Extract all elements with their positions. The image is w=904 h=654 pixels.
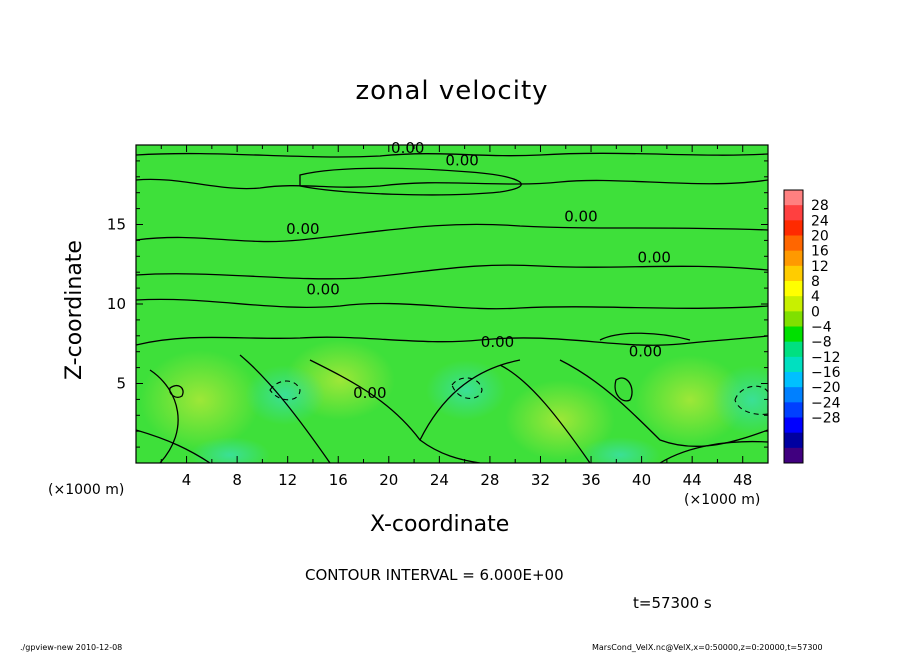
contour-label: 0.00 — [481, 333, 514, 351]
y-axis: 5 10 15 — [107, 160, 768, 448]
colorbar-segment — [784, 341, 803, 358]
colorbar-tick-label: 28 — [811, 198, 829, 214]
y-tick-label: 10 — [107, 295, 126, 313]
colorbar-tick-label: −12 — [811, 350, 841, 366]
colorbar-segment — [784, 372, 803, 388]
x-tick-label: 8 — [232, 471, 242, 489]
colorbar-segment — [784, 356, 803, 373]
x-tick-label: 4 — [182, 471, 192, 489]
y-tick-label: 15 — [107, 216, 126, 234]
colorbar-tick-label: −16 — [811, 365, 841, 381]
contour-label: 0.00 — [306, 280, 339, 298]
colorbar-segment — [784, 402, 803, 418]
colorbar-segment — [784, 296, 803, 312]
zero-contours — [136, 152, 768, 463]
colorbar-tick-label: −8 — [811, 335, 832, 351]
colorbar-tick-label: −24 — [811, 395, 841, 411]
colorbar-segment — [784, 220, 803, 236]
colorbar-tick-label: 20 — [811, 229, 829, 245]
y-axis-label: Z-coordinate — [62, 240, 87, 380]
x-tick-label: 40 — [632, 471, 651, 489]
colorbar-segment — [784, 205, 803, 221]
contour-label: 0.00 — [286, 220, 319, 238]
colorbar-segment — [784, 190, 803, 206]
x-tick-label: 12 — [278, 471, 297, 489]
contour-label: 0.00 — [638, 249, 671, 267]
x-tick-label: 28 — [480, 471, 499, 489]
colorbar-tick-label: 0 — [811, 304, 820, 320]
colorbar-segment — [784, 235, 803, 252]
colorbar-segment — [784, 326, 803, 343]
x-axis-label: X-coordinate — [370, 512, 510, 537]
negative-region — [190, 437, 270, 463]
x-tick-label: 44 — [683, 471, 702, 489]
time-label: t=57300 s — [633, 594, 712, 612]
negative-contours — [269, 377, 768, 415]
colorbar-segment — [784, 447, 803, 464]
colorbar-tick-label: 24 — [811, 213, 829, 229]
x-axis: 4 8 12 16 20 24 28 32 36 40 44 48 — [160, 145, 752, 489]
colorbar-tick-label: −20 — [811, 380, 841, 396]
colorbar-tick-label: −4 — [811, 320, 832, 336]
colorbar-segment — [784, 311, 803, 327]
positive-region — [505, 380, 615, 460]
negative-region — [426, 360, 506, 420]
negative-region — [712, 365, 768, 435]
x-unit-label-right: (×1000 m) — [684, 492, 761, 508]
chart-title: zonal velocity — [355, 76, 549, 106]
contour-label: 0.00 — [629, 342, 662, 360]
x-tick-label: 24 — [430, 471, 449, 489]
x-tick-label: 32 — [531, 471, 550, 489]
positive-region — [140, 350, 260, 450]
colorbar-segment — [784, 387, 803, 403]
colorbar-segment — [784, 432, 803, 449]
footer-source-info: MarsCond_VelX.nc@VelX,x=0:50000,z=0:2000… — [592, 643, 823, 652]
colorbar-segment — [784, 265, 803, 282]
negative-region — [580, 437, 660, 463]
footer-program-date: ./gpview-new 2010-12-08 — [20, 643, 123, 652]
colorbar-tick-label: 4 — [811, 289, 820, 305]
colorbar-segment — [784, 281, 803, 297]
negative-region — [245, 365, 325, 425]
y-tick-label: 5 — [116, 375, 126, 393]
x-tick-label: 36 — [581, 471, 600, 489]
positive-region — [635, 355, 745, 445]
plot-area — [136, 145, 768, 463]
colorbar-frame — [783, 189, 804, 464]
colorbar-tick-label: 16 — [811, 244, 829, 260]
contour-interval-label: CONTOUR INTERVAL = 6.000E+00 — [305, 566, 564, 584]
colorbar-tick-label: 12 — [811, 259, 829, 275]
colorbar-tick-label: −28 — [811, 411, 841, 427]
contour-label: 0.00 — [391, 139, 424, 157]
colorbar-segment — [784, 417, 803, 434]
contour-labels: 0.00 0.00 0.00 0.00 0.00 0.00 0.00 0.00 0.00 — [286, 139, 671, 402]
x-tick-label: 16 — [329, 471, 348, 489]
x-unit-label-left: (×1000 m) — [48, 482, 125, 498]
colorbar-tick-label: 8 — [811, 274, 820, 290]
colorbar-segment — [784, 250, 803, 267]
contour-label: 0.00 — [564, 207, 597, 225]
contour-label: 0.00 — [445, 152, 478, 170]
contour-label: 0.00 — [353, 384, 386, 402]
x-tick-label: 48 — [733, 471, 752, 489]
x-tick-label: 20 — [379, 471, 398, 489]
